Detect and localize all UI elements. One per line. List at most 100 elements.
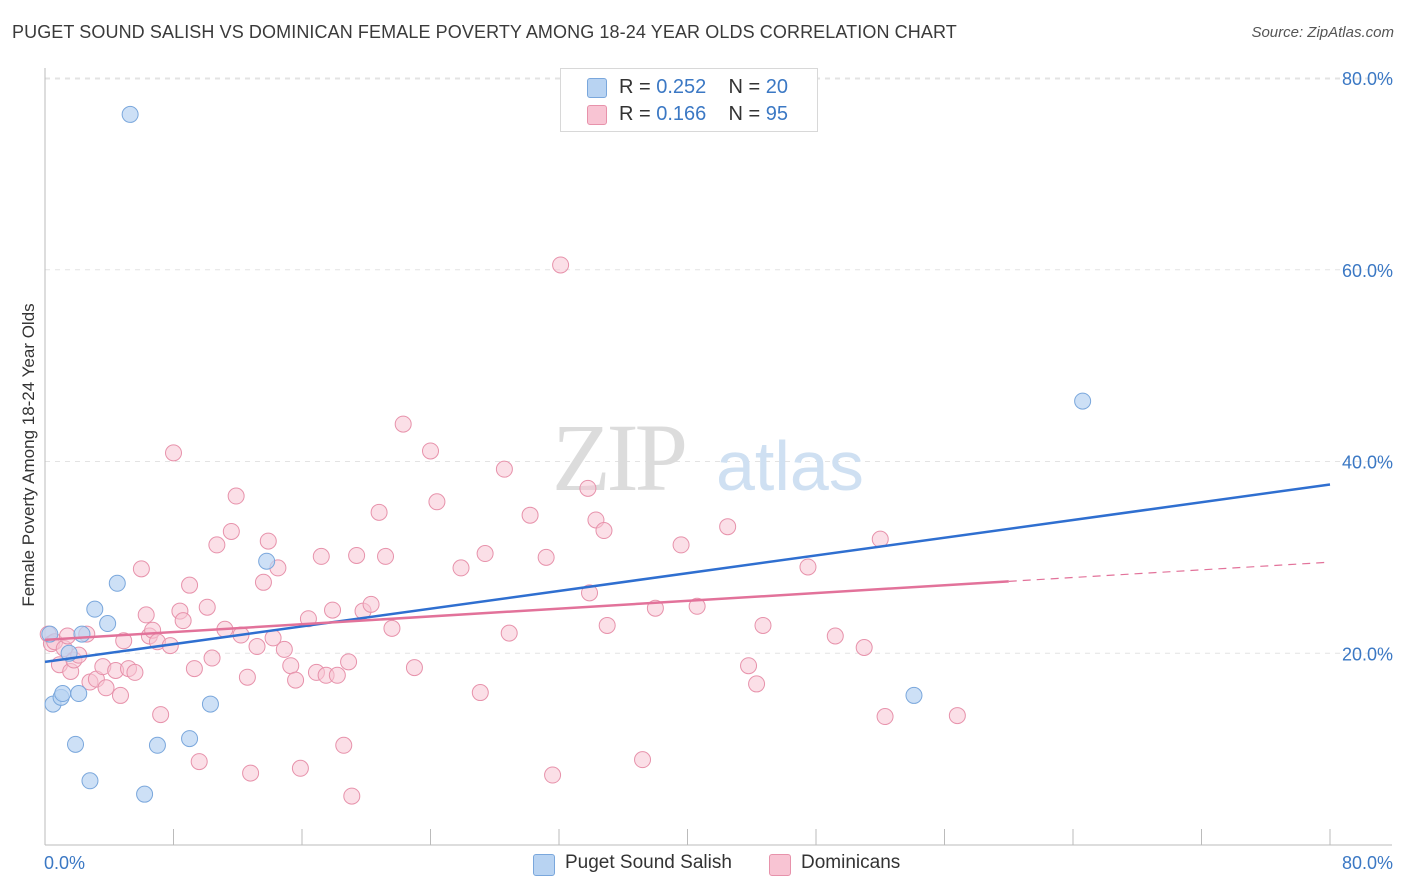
puget-sound-salish-point [148,736,166,754]
dominicans-point [579,479,597,497]
dominicans-point [181,576,199,594]
puget-sound-salish-point [905,686,923,704]
x-tick-label-min: 0.0% [44,853,85,873]
puget-sound-salish-point [67,735,85,753]
puget-sound-salish-point [258,552,276,570]
dominicans-point [222,522,240,540]
dominicans-point [634,751,652,769]
dominicans-point [111,686,129,704]
dominicans-point [672,536,690,554]
dominicans-point [190,753,208,771]
dominicans-point [238,668,256,686]
trend-lines [44,483,1331,664]
x-tick-label-max: 80.0% [1342,853,1393,873]
correlation-legend: R = 0.252 N = 20 R = 0.166 N = 95 [560,68,818,132]
y-axis-label: Female Poverty Among 18-24 Year Olds [19,303,38,606]
puget-sound-salish-point [181,730,199,748]
dominicans-point [552,256,570,274]
dominicans-point [405,659,423,677]
puget-sound-salish-points [41,105,1092,803]
y-tick-label: 60.0% [1342,261,1393,281]
legend-label-salish: Puget Sound Salish [565,852,732,873]
dominicans-point [748,675,766,693]
watermark: ZIP atlas [552,404,864,511]
dominicans-point [227,487,245,505]
dominicans-point [799,558,817,576]
dominicans-point [754,616,772,634]
puget-sound-salish-point [86,600,104,618]
dominicans-point [598,616,616,634]
dominicans-point [740,657,758,675]
legend-r-label: R = [619,76,657,98]
dominicans-point [335,736,353,754]
dominicans-point [581,584,599,602]
dominicans-point [340,653,358,671]
y-tick-label: 20.0% [1342,644,1393,664]
dominicans-point [362,595,380,613]
dominicans-point [174,612,192,630]
legend-n-value: 95 [765,103,789,125]
puget-sound-salish-point [81,772,99,790]
dominicans-point [115,632,133,650]
source-label: Source: ZipAtlas.com [1251,24,1394,41]
dominicans-point [275,640,293,658]
dominicans-point [287,671,305,689]
puget-sound-salish-point [108,574,126,592]
chart-title: PUGET SOUND SALISH VS DOMINICAN FEMALE P… [12,22,957,42]
y-tick-label: 40.0% [1342,453,1393,473]
gridlines [45,77,1392,654]
dominicans-point [370,503,388,521]
legend-n-label: N = [728,76,766,98]
dominicans-point [324,601,342,619]
dominicans-trend-line [44,580,1009,642]
dominicans-point [282,657,300,675]
dominicans-point [137,606,155,624]
watermark-atlas: atlas [716,427,864,505]
salish-trend-line [44,483,1331,664]
dominicans-point [544,766,562,784]
dominicans-point [198,598,216,616]
dominicans-point [254,573,272,591]
puget-sound-salish-point [1074,392,1092,410]
dominicans-point [185,660,203,678]
dominicans-point [165,444,182,462]
dominicans-point [826,627,844,645]
legend-swatch-salish [533,854,555,876]
legend-r-value: 0.166 [656,103,707,125]
dominicans-point [208,536,226,554]
puget-sound-salish-point [73,625,91,643]
dominicans-point [383,619,401,637]
legend-swatch-dominicans [587,105,607,125]
dominicans-point [259,532,277,550]
legend-r-value: 0.252 [656,76,707,98]
dominicans-point [476,545,494,563]
puget-sound-salish-point [70,685,88,703]
dominicans-point [719,518,737,536]
dominicans-point [452,559,470,577]
legend-n-value: 20 [765,76,789,98]
dominicans-point [97,679,115,697]
puget-sound-salish-point [201,695,219,713]
dominicans-point [537,548,555,566]
y-tick-label: 80.0% [1342,69,1393,89]
dominicans-trend-extension [1008,561,1331,582]
dominicans-points [39,256,966,805]
dominicans-point [377,547,395,565]
dominicans-point [855,638,873,656]
dominicans-point [152,706,170,724]
legend-r-label: R = [619,103,657,125]
dominicans-point [948,707,966,725]
dominicans-point [688,597,706,615]
dominicans-point [521,506,539,524]
legend-n-label: N = [728,103,766,125]
dominicans-point [242,764,260,782]
puget-sound-salish-point [54,685,72,703]
puget-sound-salish-point [99,615,117,633]
dominicans-point [58,627,76,645]
dominicans-point [500,624,518,642]
dominicans-point [203,649,221,667]
legend-swatch-salish [587,78,607,98]
dominicans-point [595,522,613,540]
legend-label-dominicans: Dominicans [801,852,901,873]
